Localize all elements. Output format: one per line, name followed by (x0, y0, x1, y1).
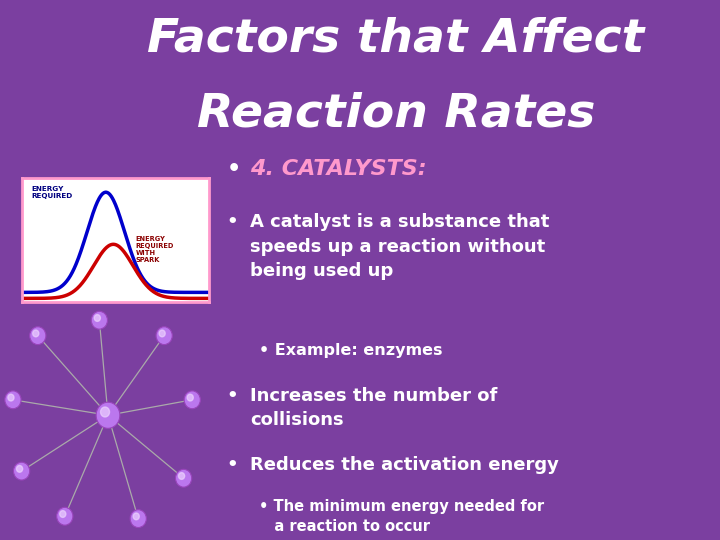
Circle shape (5, 391, 21, 409)
Text: • Example: enzymes: • Example: enzymes (259, 343, 443, 358)
Text: A catalyst is a substance that
speeds up a reaction without
being used up: A catalyst is a substance that speeds up… (250, 213, 549, 280)
Text: Factors that Affect: Factors that Affect (148, 16, 644, 61)
Text: •: • (227, 456, 238, 474)
Text: Reduces the activation energy: Reduces the activation energy (250, 456, 559, 474)
Circle shape (57, 508, 73, 525)
Text: • The minimum energy needed for
   a reaction to occur: • The minimum energy needed for a reacti… (259, 500, 544, 534)
Circle shape (179, 472, 184, 480)
Circle shape (96, 402, 120, 428)
Circle shape (30, 327, 46, 345)
Circle shape (184, 391, 200, 409)
Text: Reaction Rates: Reaction Rates (197, 92, 595, 137)
Circle shape (8, 394, 14, 401)
Circle shape (101, 407, 109, 417)
Circle shape (159, 330, 165, 337)
Circle shape (156, 327, 172, 345)
Text: •: • (227, 213, 238, 231)
Text: 4. CATALYSTS:: 4. CATALYSTS: (250, 159, 426, 179)
Circle shape (176, 469, 192, 487)
Circle shape (32, 330, 39, 337)
Text: Increases the number of
collisions: Increases the number of collisions (250, 387, 498, 429)
Circle shape (133, 513, 139, 520)
Circle shape (14, 462, 30, 480)
Circle shape (91, 311, 107, 329)
Text: ENERGY
REQUIRED: ENERGY REQUIRED (31, 186, 72, 199)
Circle shape (94, 315, 100, 321)
Text: ENERGY
REQUIRED
WITH
SPARK: ENERGY REQUIRED WITH SPARK (136, 237, 174, 264)
Text: •: • (227, 159, 241, 179)
Circle shape (130, 510, 146, 528)
Circle shape (187, 394, 193, 401)
Circle shape (60, 511, 66, 517)
Text: •: • (227, 387, 238, 405)
Circle shape (17, 465, 22, 472)
